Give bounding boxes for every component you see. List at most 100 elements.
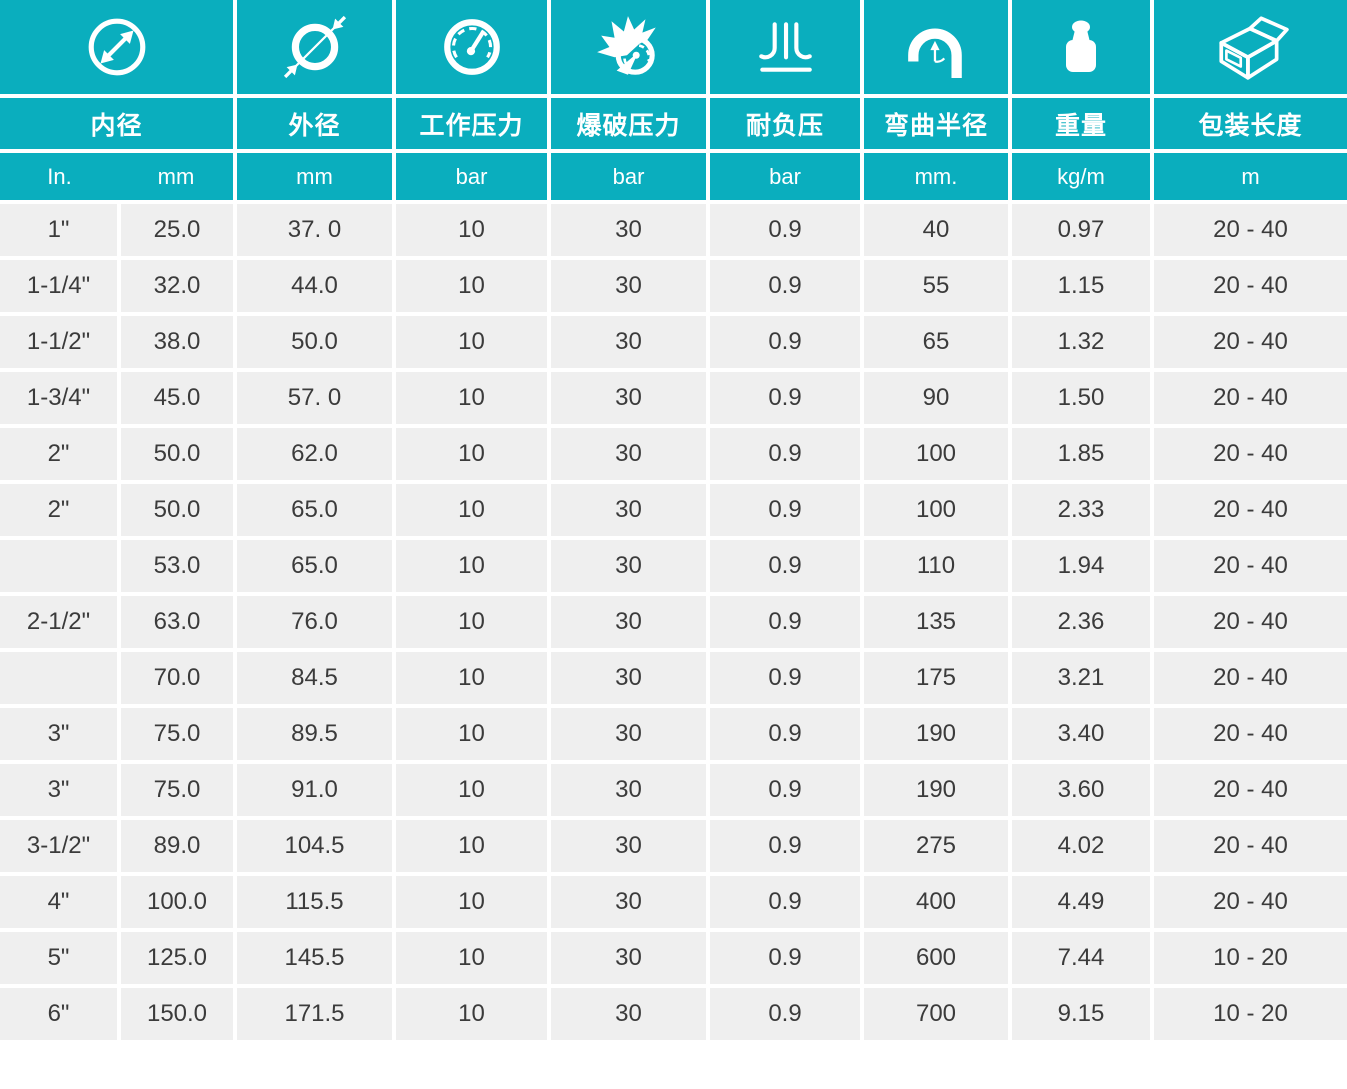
cell-row6-outer-diameter: 65.0 bbox=[237, 484, 392, 536]
cell-row10-burst-pressure: 30 bbox=[551, 708, 706, 760]
cell-row8-burst-pressure: 30 bbox=[551, 596, 706, 648]
unit-inner-diameter-inch: In. bbox=[47, 163, 72, 189]
unit-weight: kg/m bbox=[1012, 153, 1150, 200]
cell-row2-outer-diameter: 44.0 bbox=[237, 260, 392, 312]
unit-inner-diameter-mm: mm bbox=[157, 163, 195, 189]
cell-row10-package-length: 20 - 40 bbox=[1154, 708, 1347, 760]
cell-row5-inch: 2" bbox=[0, 428, 117, 480]
header-icon-burst-pressure bbox=[551, 0, 706, 94]
cell-row7-burst-pressure: 30 bbox=[551, 540, 706, 592]
cell-row10-vacuum-resistance: 0.9 bbox=[710, 708, 860, 760]
cell-row12-burst-pressure: 30 bbox=[551, 820, 706, 872]
cell-row5-vacuum-resistance: 0.9 bbox=[710, 428, 860, 480]
outer-diameter-icon bbox=[283, 15, 346, 79]
cell-row12-outer-diameter: 104.5 bbox=[237, 820, 392, 872]
unit-bend-radius: mm. bbox=[864, 153, 1008, 200]
cell-row4-package-length: 20 - 40 bbox=[1154, 372, 1347, 424]
cell-row9-bend-radius: 175 bbox=[864, 652, 1008, 704]
cell-row9-working-pressure: 10 bbox=[396, 652, 547, 704]
cell-row4-bend-radius: 90 bbox=[864, 372, 1008, 424]
header-icon-bend-radius bbox=[864, 0, 1008, 94]
cell-row8-outer-diameter: 76.0 bbox=[237, 596, 392, 648]
header-icon-outer-diameter bbox=[237, 0, 392, 94]
cell-row15-outer-diameter: 171.5 bbox=[237, 988, 392, 1040]
cell-row9-vacuum-resistance: 0.9 bbox=[710, 652, 860, 704]
burst-pressure-icon bbox=[596, 16, 656, 75]
cell-row7-weight: 1.94 bbox=[1012, 540, 1150, 592]
cell-row10-bend-radius: 190 bbox=[864, 708, 1008, 760]
cell-row11-weight: 3.60 bbox=[1012, 764, 1150, 816]
cell-row13-package-length: 20 - 40 bbox=[1154, 876, 1347, 928]
header-icon-inner-diameter bbox=[0, 0, 233, 94]
cell-row3-burst-pressure: 30 bbox=[551, 316, 706, 368]
cell-row14-mm: 125.0 bbox=[121, 932, 233, 984]
cell-row13-outer-diameter: 115.5 bbox=[237, 876, 392, 928]
cell-row15-mm: 150.0 bbox=[121, 988, 233, 1040]
cell-row3-weight: 1.32 bbox=[1012, 316, 1150, 368]
cell-row3-working-pressure: 10 bbox=[396, 316, 547, 368]
vacuum-resistance-icon bbox=[759, 22, 812, 72]
col-label-vacuum-resistance: 耐负压 bbox=[710, 98, 860, 149]
col-label-burst-pressure: 爆破压力 bbox=[551, 98, 706, 149]
col-label-inner-diameter: 内径 bbox=[0, 98, 233, 149]
cell-row1-bend-radius: 40 bbox=[864, 204, 1008, 256]
cell-row14-weight: 7.44 bbox=[1012, 932, 1150, 984]
cell-row9-mm: 70.0 bbox=[121, 652, 233, 704]
cell-row13-weight: 4.49 bbox=[1012, 876, 1150, 928]
cell-row13-vacuum-resistance: 0.9 bbox=[710, 876, 860, 928]
cell-row15-vacuum-resistance: 0.9 bbox=[710, 988, 860, 1040]
cell-row8-mm: 63.0 bbox=[121, 596, 233, 648]
cell-row14-burst-pressure: 30 bbox=[551, 932, 706, 984]
cell-row2-burst-pressure: 30 bbox=[551, 260, 706, 312]
cell-row8-working-pressure: 10 bbox=[396, 596, 547, 648]
cell-row11-bend-radius: 190 bbox=[864, 764, 1008, 816]
package-length-icon bbox=[1218, 16, 1289, 80]
cell-row6-bend-radius: 100 bbox=[864, 484, 1008, 536]
cell-row8-package-length: 20 - 40 bbox=[1154, 596, 1347, 648]
cell-row8-weight: 2.36 bbox=[1012, 596, 1150, 648]
cell-row15-burst-pressure: 30 bbox=[551, 988, 706, 1040]
cell-row1-vacuum-resistance: 0.9 bbox=[710, 204, 860, 256]
cell-row2-weight: 1.15 bbox=[1012, 260, 1150, 312]
cell-row13-working-pressure: 10 bbox=[396, 876, 547, 928]
cell-row3-package-length: 20 - 40 bbox=[1154, 316, 1347, 368]
col-label-package-length: 包装长度 bbox=[1154, 98, 1347, 149]
cell-row1-working-pressure: 10 bbox=[396, 204, 547, 256]
cell-row12-vacuum-resistance: 0.9 bbox=[710, 820, 860, 872]
cell-row6-package-length: 20 - 40 bbox=[1154, 484, 1347, 536]
cell-row4-inch: 1-3/4" bbox=[0, 372, 117, 424]
cell-row14-vacuum-resistance: 0.9 bbox=[710, 932, 860, 984]
cell-row9-outer-diameter: 84.5 bbox=[237, 652, 392, 704]
unit-inner-diameter: In. mm bbox=[0, 153, 233, 200]
cell-row7-outer-diameter: 65.0 bbox=[237, 540, 392, 592]
cell-row12-mm: 89.0 bbox=[121, 820, 233, 872]
cell-row11-mm: 75.0 bbox=[121, 764, 233, 816]
cell-row13-bend-radius: 400 bbox=[864, 876, 1008, 928]
cell-row8-inch: 2-1/2" bbox=[0, 596, 117, 648]
cell-row7-mm: 53.0 bbox=[121, 540, 233, 592]
cell-row13-burst-pressure: 30 bbox=[551, 876, 706, 928]
bend-radius-icon bbox=[908, 28, 962, 78]
cell-row4-mm: 45.0 bbox=[121, 372, 233, 424]
cell-row14-working-pressure: 10 bbox=[396, 932, 547, 984]
pressure-gauge-icon bbox=[443, 19, 500, 75]
cell-row1-mm: 25.0 bbox=[121, 204, 233, 256]
cell-row11-burst-pressure: 30 bbox=[551, 764, 706, 816]
cell-row3-inch: 1-1/2" bbox=[0, 316, 117, 368]
cell-row2-working-pressure: 10 bbox=[396, 260, 547, 312]
cell-row9-burst-pressure: 30 bbox=[551, 652, 706, 704]
cell-row10-mm: 75.0 bbox=[121, 708, 233, 760]
cell-row10-working-pressure: 10 bbox=[396, 708, 547, 760]
unit-working-pressure: bar bbox=[396, 153, 547, 200]
cell-row5-working-pressure: 10 bbox=[396, 428, 547, 480]
cell-row4-vacuum-resistance: 0.9 bbox=[710, 372, 860, 424]
cell-row8-bend-radius: 135 bbox=[864, 596, 1008, 648]
cell-row9-package-length: 20 - 40 bbox=[1154, 652, 1347, 704]
header-icon-vacuum-resistance bbox=[710, 0, 860, 94]
cell-row9-inch bbox=[0, 652, 117, 704]
cell-row2-package-length: 20 - 40 bbox=[1154, 260, 1347, 312]
cell-row1-burst-pressure: 30 bbox=[551, 204, 706, 256]
cell-row12-package-length: 20 - 40 bbox=[1154, 820, 1347, 872]
cell-row11-outer-diameter: 91.0 bbox=[237, 764, 392, 816]
cell-row3-bend-radius: 65 bbox=[864, 316, 1008, 368]
